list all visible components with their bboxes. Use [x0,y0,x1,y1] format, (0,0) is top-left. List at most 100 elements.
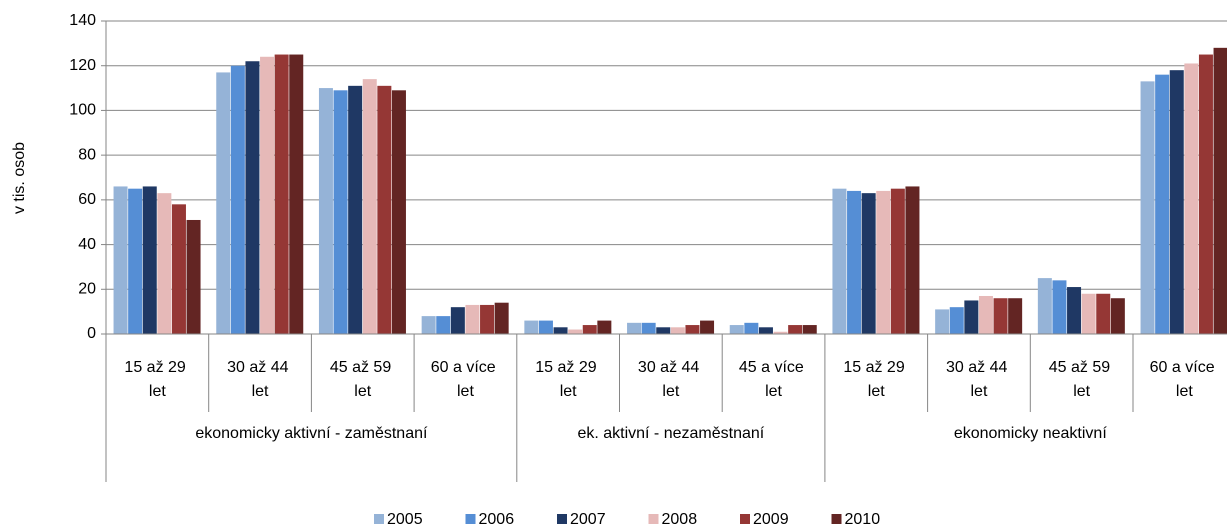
legend-label: 2006 [479,511,515,528]
x-tick-label: 15 až 29 let [843,359,909,400]
bar [729,325,744,334]
x-tick-label: 15 až 29 let [535,359,601,400]
bar [421,316,436,334]
bar [1067,287,1082,334]
legend-label: 2009 [753,511,789,528]
bar [553,327,568,334]
bar [876,190,891,334]
x-tick-label: 45 až 59 let [330,359,396,400]
bar [670,327,685,334]
bar [568,329,583,334]
bar [230,65,245,334]
legend-swatch [374,514,384,524]
bar [142,186,157,334]
y-tick-label: 0 [87,325,96,342]
bar [993,298,1008,334]
legend-swatch [465,514,476,524]
bar [1140,81,1155,334]
bar [216,72,231,335]
group-label: ekonomicky neaktivní [954,425,1108,442]
x-tick-label: 60 a více let [1150,359,1219,400]
bar [935,309,950,334]
bar [391,90,406,334]
bar [905,186,920,334]
legend-label: 2005 [387,511,423,528]
bar [450,307,465,334]
bar [773,331,788,334]
bar [377,85,392,334]
bar [861,193,876,334]
bar [949,307,964,334]
bar [1110,298,1125,334]
bar [1213,47,1227,334]
y-tick-label: 100 [69,102,96,119]
bar [186,219,201,334]
bar [333,90,348,334]
y-tick-label: 120 [69,57,96,74]
x-tick-label: 60 a více let [431,359,500,400]
bar [480,304,495,334]
x-tick-label: 30 až 44 let [638,359,704,400]
y-tick-label: 40 [78,236,96,253]
group-label: ekonomicky aktivní - zaměstnaní [195,425,428,442]
bar [289,54,304,335]
legend-swatch [740,514,750,524]
bar [524,320,539,334]
bar [538,320,553,334]
bar [656,327,671,334]
bar [436,316,451,334]
bar [171,204,186,334]
bar [1081,293,1096,334]
bar [1198,54,1213,335]
bar [274,54,289,335]
bar [157,193,172,334]
bar [260,56,275,335]
bar [641,322,656,334]
bar [362,79,377,334]
bar [465,304,480,334]
bar [788,325,803,334]
legend-label: 2007 [570,511,606,528]
bar [1096,293,1111,334]
legend-swatch [557,514,567,524]
bar [744,322,759,334]
x-tick-label: 45 až 59 let [1049,359,1115,400]
bar [245,61,260,334]
y-axis-label: v tis. osob [11,142,28,214]
bar [627,322,642,334]
bar [1184,63,1199,334]
bar [1155,74,1170,335]
x-tick-label: 45 a více let [739,359,808,400]
bar [582,325,597,334]
legend-label: 2008 [662,511,698,528]
bar [348,85,363,334]
bar [802,325,817,334]
bar [113,186,128,334]
y-tick-label: 140 [69,12,96,29]
bar [978,295,993,334]
bar [758,327,773,334]
bar [964,300,979,334]
bar [1169,70,1184,334]
x-tick-label: 30 až 44 let [946,359,1012,400]
group-label: ek. aktivní - nezaměstnaní [577,425,764,442]
bar [832,188,847,334]
bar [890,188,905,334]
bar [494,302,509,334]
y-tick-label: 80 [78,146,96,163]
bar [685,325,700,334]
y-tick-label: 60 [78,191,96,208]
x-tick-label: 15 až 29 let [124,359,190,400]
bar [597,320,612,334]
bar [128,188,143,334]
y-tick-label: 20 [78,281,96,298]
x-tick-label: 30 až 44 let [227,359,293,400]
bar [1052,280,1067,334]
legend-swatch [831,514,842,524]
bar [847,190,862,334]
bar [700,320,715,334]
legend-swatch [648,514,659,524]
bar [1008,298,1023,334]
legend-label: 2010 [845,511,881,528]
